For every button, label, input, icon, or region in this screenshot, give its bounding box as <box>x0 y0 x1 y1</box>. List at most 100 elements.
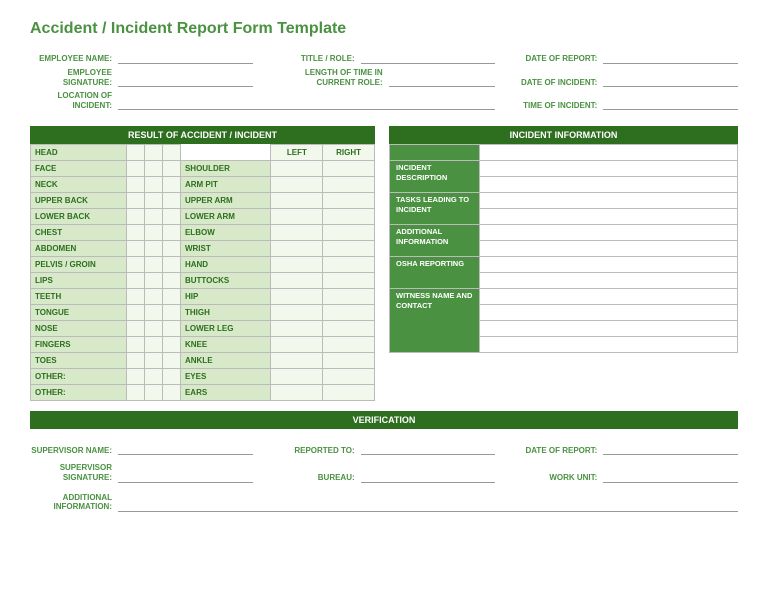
incident-value-cell[interactable] <box>480 273 738 289</box>
check-cell[interactable] <box>162 209 180 225</box>
check-cell[interactable] <box>323 273 375 289</box>
check-cell[interactable] <box>144 321 162 337</box>
check-cell[interactable] <box>144 193 162 209</box>
check-cell[interactable] <box>271 353 323 369</box>
check-cell[interactable] <box>271 289 323 305</box>
incident-value-cell[interactable] <box>480 321 738 337</box>
check-cell[interactable] <box>144 209 162 225</box>
check-cell[interactable] <box>162 273 180 289</box>
check-cell[interactable] <box>162 161 180 177</box>
check-cell[interactable] <box>271 369 323 385</box>
check-cell[interactable] <box>144 145 162 161</box>
check-cell[interactable] <box>144 161 162 177</box>
check-cell[interactable] <box>144 385 162 401</box>
field-line[interactable] <box>361 52 496 64</box>
check-cell[interactable] <box>162 385 180 401</box>
check-cell[interactable] <box>323 321 375 337</box>
check-cell[interactable] <box>144 305 162 321</box>
check-cell[interactable] <box>271 225 323 241</box>
check-cell[interactable] <box>271 177 323 193</box>
check-cell[interactable] <box>144 273 162 289</box>
incident-value-cell[interactable] <box>480 241 738 257</box>
check-cell[interactable] <box>126 353 144 369</box>
check-cell[interactable] <box>162 353 180 369</box>
check-cell[interactable] <box>126 145 144 161</box>
check-cell[interactable] <box>144 337 162 353</box>
check-cell[interactable] <box>271 337 323 353</box>
check-cell[interactable] <box>126 273 144 289</box>
check-cell[interactable] <box>144 241 162 257</box>
check-cell[interactable] <box>162 369 180 385</box>
check-cell[interactable] <box>126 225 144 241</box>
incident-value-cell[interactable] <box>480 209 738 225</box>
check-cell[interactable] <box>271 321 323 337</box>
check-cell[interactable] <box>126 337 144 353</box>
check-cell[interactable] <box>162 193 180 209</box>
incident-value-cell[interactable] <box>480 193 738 209</box>
incident-value-cell[interactable] <box>480 145 738 161</box>
check-cell[interactable] <box>323 209 375 225</box>
incident-value-cell[interactable] <box>480 337 738 353</box>
check-cell[interactable] <box>323 305 375 321</box>
check-cell[interactable] <box>162 241 180 257</box>
check-cell[interactable] <box>323 337 375 353</box>
check-cell[interactable] <box>271 305 323 321</box>
check-cell[interactable] <box>323 177 375 193</box>
check-cell[interactable] <box>126 289 144 305</box>
check-cell[interactable] <box>126 193 144 209</box>
check-cell[interactable] <box>162 305 180 321</box>
field-line[interactable] <box>118 98 495 110</box>
field-line[interactable] <box>389 75 496 87</box>
check-cell[interactable] <box>126 241 144 257</box>
field-line[interactable] <box>118 443 253 455</box>
field-line[interactable] <box>603 471 738 483</box>
field-line[interactable] <box>118 500 738 512</box>
check-cell[interactable] <box>126 257 144 273</box>
check-cell[interactable] <box>271 209 323 225</box>
field-line[interactable] <box>118 75 253 87</box>
check-cell[interactable] <box>271 241 323 257</box>
check-cell[interactable] <box>162 257 180 273</box>
check-cell[interactable] <box>126 209 144 225</box>
check-cell[interactable] <box>144 353 162 369</box>
field-line[interactable] <box>118 52 253 64</box>
check-cell[interactable] <box>144 289 162 305</box>
incident-value-cell[interactable] <box>480 305 738 321</box>
check-cell[interactable] <box>271 273 323 289</box>
check-cell[interactable] <box>144 369 162 385</box>
check-cell[interactable] <box>126 177 144 193</box>
check-cell[interactable] <box>144 257 162 273</box>
field-line[interactable] <box>361 471 496 483</box>
incident-value-cell[interactable] <box>480 161 738 177</box>
check-cell[interactable] <box>271 385 323 401</box>
check-cell[interactable] <box>126 385 144 401</box>
field-line[interactable] <box>603 98 738 110</box>
check-cell[interactable] <box>162 337 180 353</box>
check-cell[interactable] <box>323 289 375 305</box>
check-cell[interactable] <box>323 225 375 241</box>
field-line[interactable] <box>118 471 253 483</box>
field-line[interactable] <box>361 443 496 455</box>
check-cell[interactable] <box>271 161 323 177</box>
check-cell[interactable] <box>162 177 180 193</box>
check-cell[interactable] <box>271 193 323 209</box>
check-cell[interactable] <box>162 225 180 241</box>
check-cell[interactable] <box>323 257 375 273</box>
incident-value-cell[interactable] <box>480 225 738 241</box>
check-cell[interactable] <box>126 161 144 177</box>
incident-value-cell[interactable] <box>480 257 738 273</box>
incident-value-cell[interactable] <box>480 177 738 193</box>
check-cell[interactable] <box>162 321 180 337</box>
check-cell[interactable] <box>323 161 375 177</box>
check-cell[interactable] <box>144 177 162 193</box>
field-line[interactable] <box>603 52 738 64</box>
check-cell[interactable] <box>271 257 323 273</box>
check-cell[interactable] <box>126 369 144 385</box>
check-cell[interactable] <box>323 193 375 209</box>
field-line[interactable] <box>603 75 738 87</box>
check-cell[interactable] <box>126 321 144 337</box>
check-cell[interactable] <box>323 241 375 257</box>
check-cell[interactable] <box>144 225 162 241</box>
check-cell[interactable] <box>126 305 144 321</box>
incident-value-cell[interactable] <box>480 289 738 305</box>
